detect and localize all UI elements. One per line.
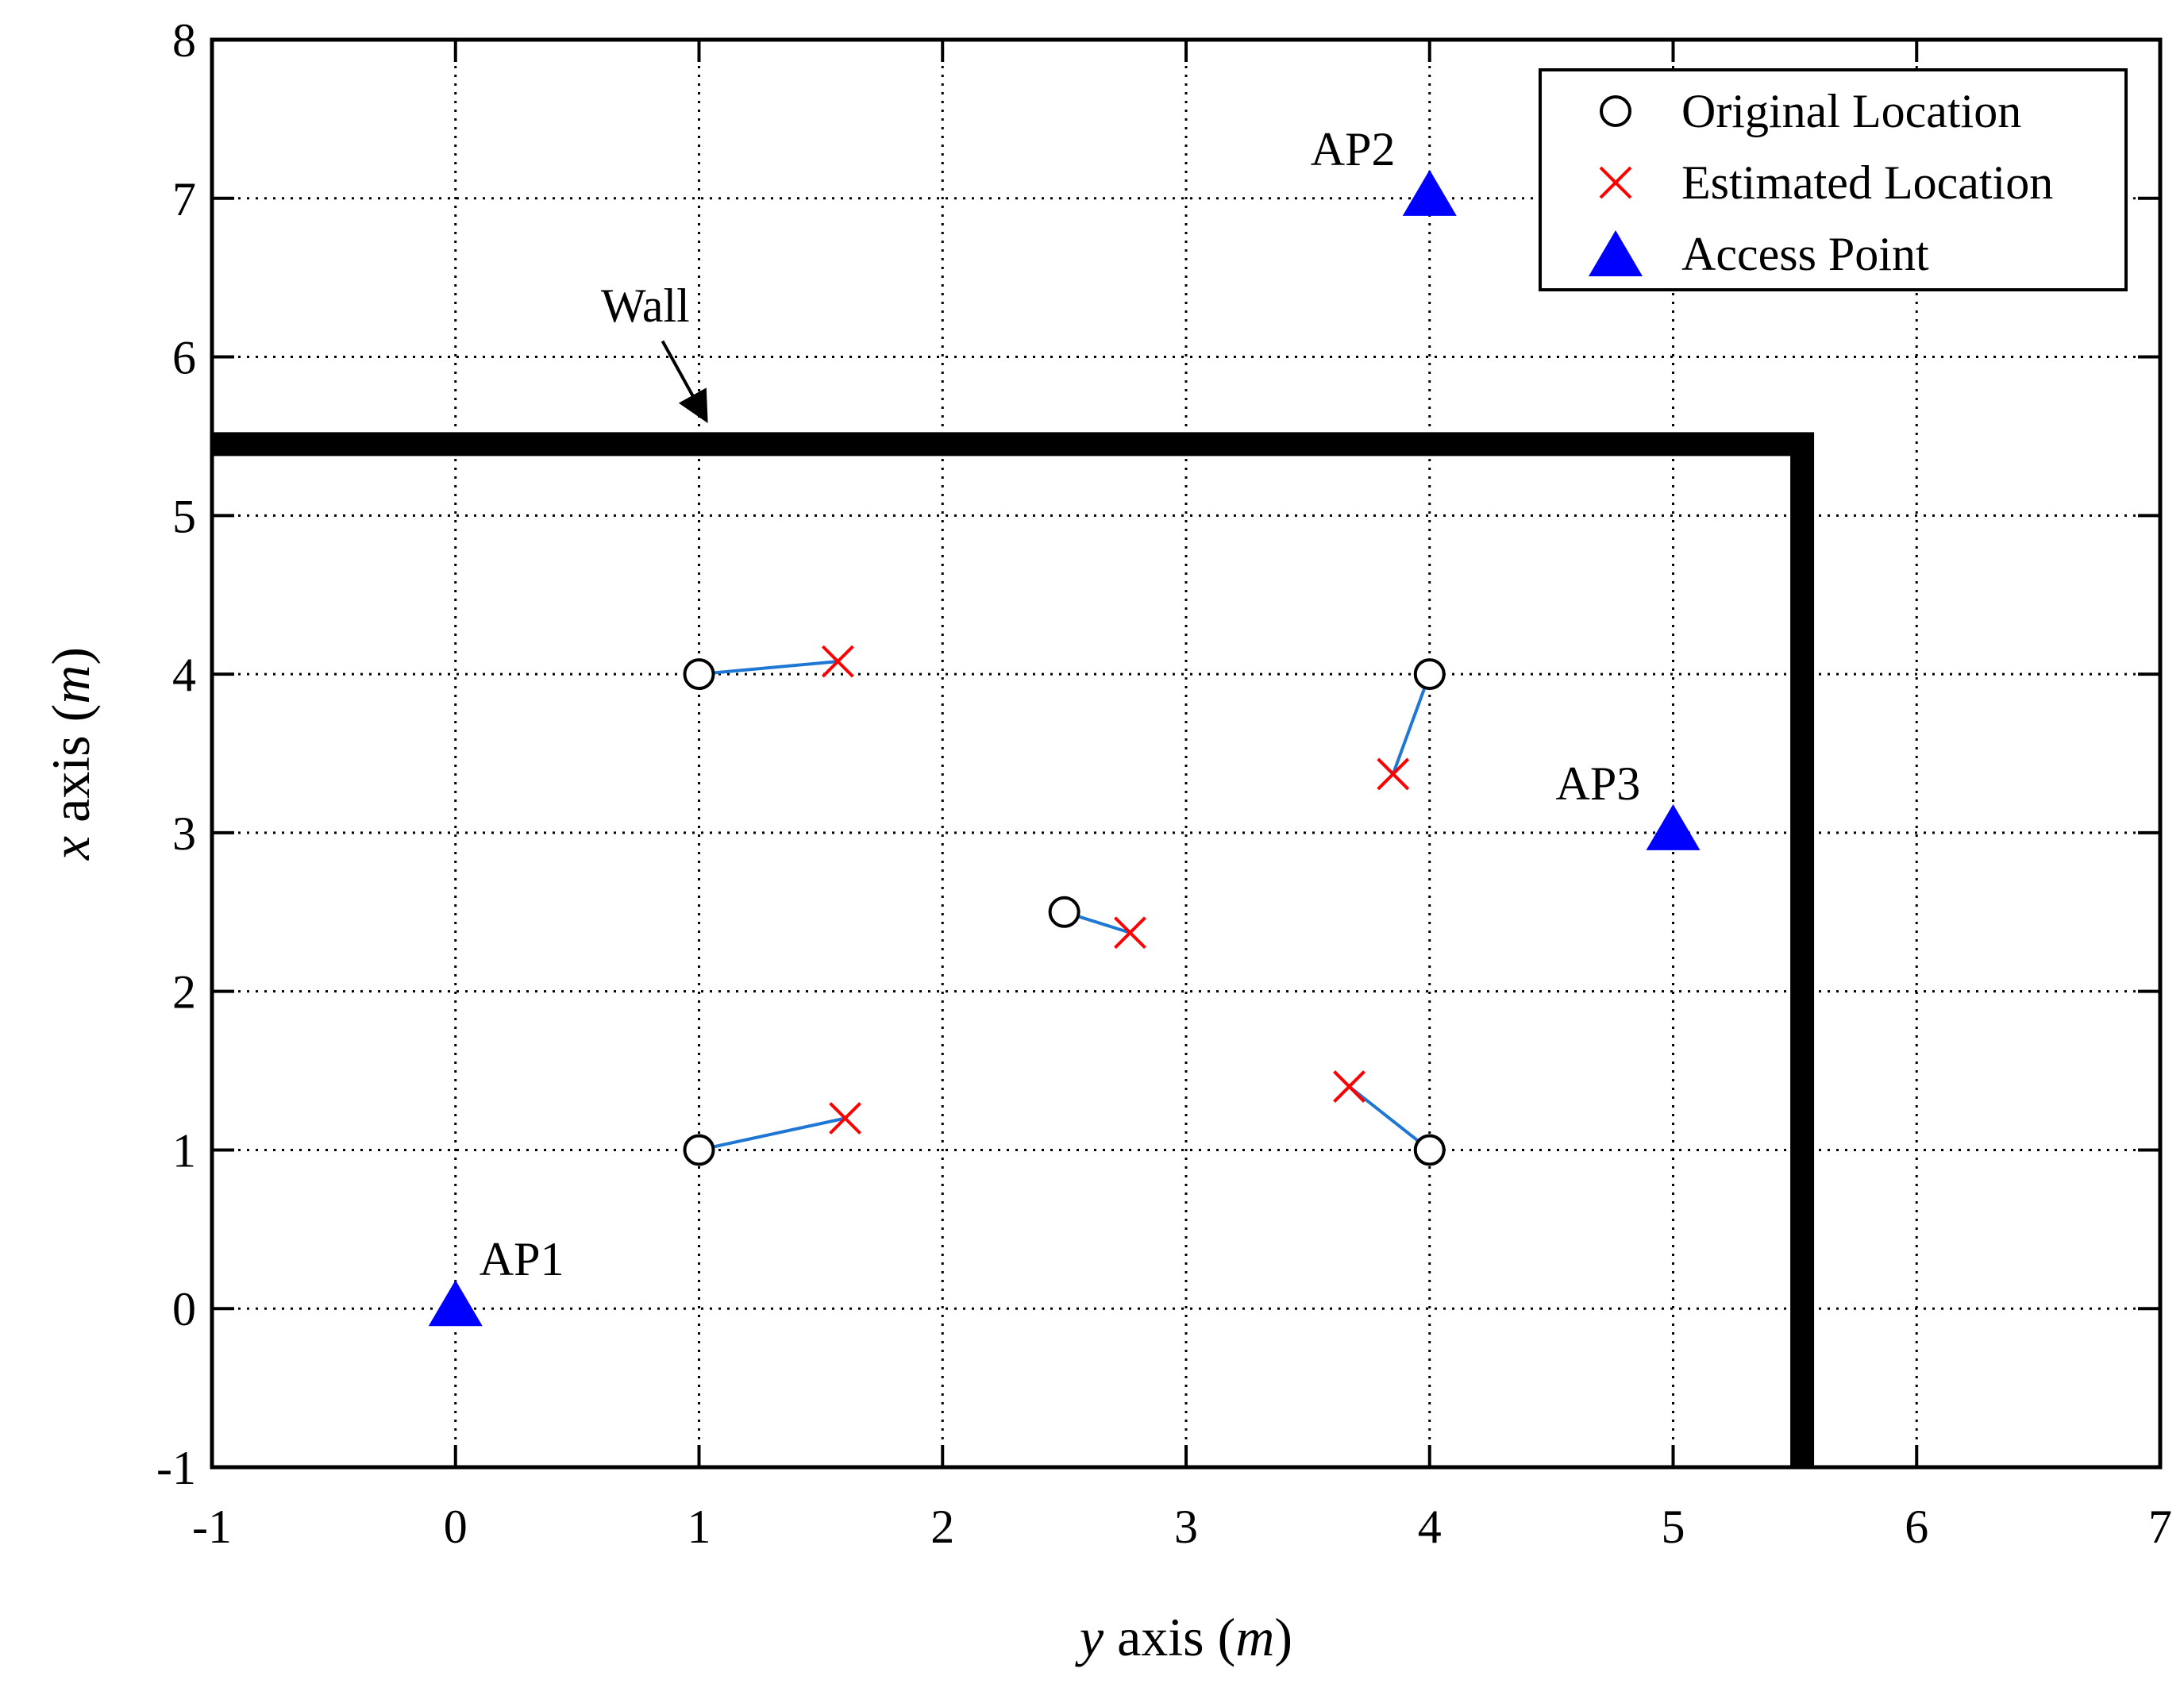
ap-label: AP1 — [480, 1233, 564, 1285]
grid-lines — [212, 40, 2160, 1467]
x-axis-label: y axis (m) — [1075, 1607, 1292, 1667]
axis-ticks: -1 0 1 2 3 4 5 6 7 -1 0 1 2 3 4 5 6 7 8 — [156, 14, 2172, 1553]
error-line — [1391, 673, 1431, 775]
x-tick-label: 1 — [688, 1501, 711, 1553]
legend-label: Access Point — [1681, 228, 1929, 280]
x-tick-label: 3 — [1174, 1501, 1198, 1553]
legend-label: Estimated Location — [1681, 156, 2053, 209]
y-tick-label: 5 — [172, 490, 196, 542]
legend-triangle-icon — [1589, 230, 1643, 277]
legend: Original Location Estimated Location Acces… — [1539, 68, 2128, 291]
wall-arrow — [661, 340, 708, 423]
original-location-point — [1048, 896, 1080, 928]
ap-label: AP2 — [1311, 123, 1396, 175]
y-tick-label: 7 — [172, 173, 196, 225]
error-line — [699, 1116, 845, 1152]
error-line — [1348, 1085, 1431, 1152]
data-markers — [428, 169, 1701, 1327]
estimated-location-point — [1377, 757, 1410, 791]
wall-label: Wall — [601, 279, 690, 332]
x-tick-label: 0 — [444, 1501, 468, 1553]
y-axis-label: x axis (m) — [40, 647, 101, 861]
x-stroke — [1599, 166, 1632, 199]
y-tick-label: 8 — [172, 14, 196, 67]
access-point-marker — [1646, 803, 1701, 850]
x-stroke — [829, 1102, 861, 1135]
y-tick-label: 6 — [172, 332, 196, 384]
original-location-point — [683, 658, 715, 691]
annotations: AP1 AP2 AP3 Wall — [480, 123, 1640, 1285]
x-stroke — [1114, 916, 1146, 950]
x-tick-label: 6 — [1905, 1501, 1928, 1553]
wall-line — [212, 432, 1815, 1467]
access-point-marker — [428, 1280, 483, 1327]
x-tick-label: 7 — [2148, 1501, 2172, 1553]
x-stroke — [821, 645, 854, 678]
y-tick-label: 1 — [172, 1124, 196, 1177]
x-tick-label: 5 — [1662, 1501, 1685, 1553]
original-location-point — [683, 1134, 715, 1166]
estimated-location-point — [1333, 1070, 1365, 1103]
error-line — [699, 660, 838, 676]
legend-circle-icon — [1600, 95, 1631, 127]
y-tick-label: 4 — [172, 649, 196, 701]
legend-label: Original Location — [1681, 85, 2021, 137]
estimated-location-point — [1114, 916, 1146, 950]
x-tick-label: 2 — [930, 1501, 954, 1553]
x-stroke — [1377, 757, 1410, 791]
legend-box — [1539, 68, 2128, 291]
x-stroke — [1333, 1070, 1365, 1103]
y-tick-label: 3 — [172, 807, 196, 860]
legend-x-icon — [1599, 166, 1632, 199]
y-tick-label: 0 — [172, 1283, 196, 1335]
x-tick-label: -1 — [192, 1501, 232, 1553]
y-tick-label: 2 — [172, 966, 196, 1019]
ap-label: AP3 — [1556, 757, 1641, 810]
y-tick-label: -1 — [156, 1442, 196, 1494]
error-lines — [699, 660, 1431, 1152]
estimated-location-point — [821, 645, 854, 678]
original-location-point — [1413, 1134, 1446, 1166]
access-point-marker — [1402, 169, 1457, 216]
original-location-point — [1413, 658, 1446, 691]
estimated-location-point — [829, 1102, 861, 1135]
x-tick-label: 4 — [1418, 1501, 1442, 1553]
wall — [212, 432, 1815, 1467]
